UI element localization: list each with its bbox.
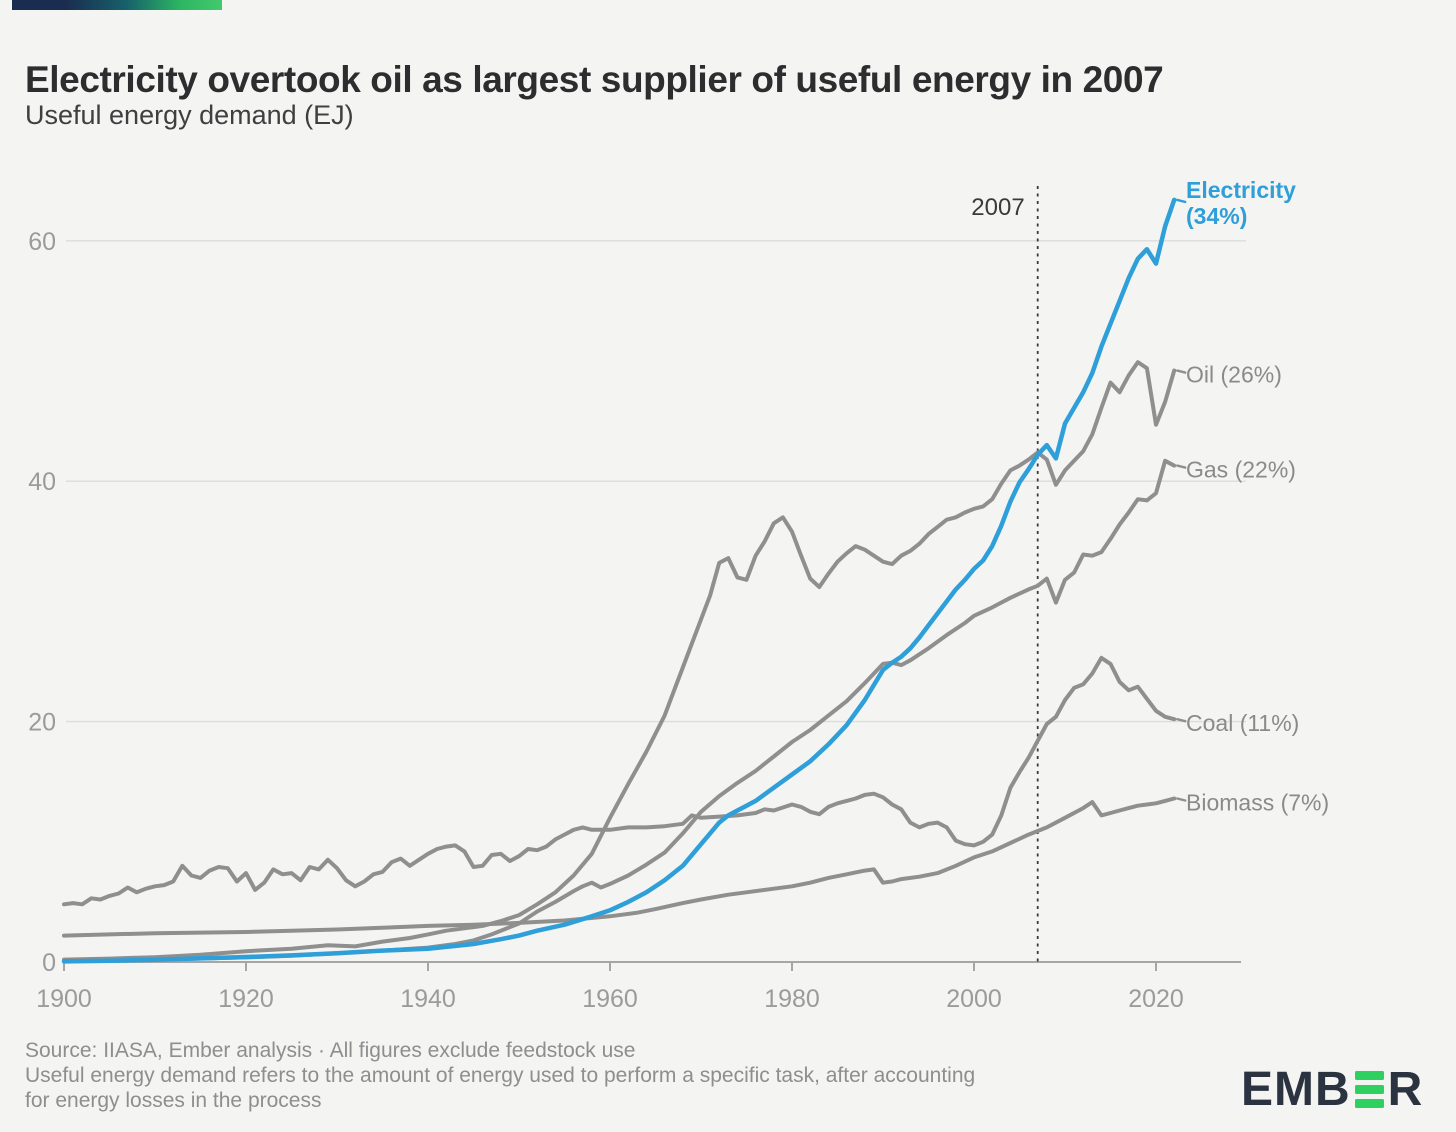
- series-label-gas: Gas (22%): [1186, 457, 1296, 483]
- series-label-connector-coal: [1175, 718, 1187, 723]
- ember-logo-text-right: R: [1387, 1063, 1424, 1116]
- x-tick-label-2000: 2000: [946, 985, 1002, 1013]
- series-label-connector-oil: [1175, 369, 1187, 374]
- ember-logo-text-left: EMB: [1241, 1063, 1351, 1116]
- y-tick-label-40: 40: [28, 468, 56, 496]
- series-line-coal: [62, 655, 1177, 907]
- x-tick-label-1960: 1960: [582, 985, 638, 1013]
- ember-logo-e-icon: [1354, 1069, 1384, 1111]
- series-label-connector-gas: [1175, 464, 1187, 469]
- series-line-gas: [62, 458, 1177, 963]
- series-label-biomass: Biomass (7%): [1186, 790, 1329, 816]
- series-label-oil: Oil (26%): [1186, 362, 1282, 388]
- x-tick-label-1900: 1900: [36, 985, 92, 1013]
- series-label-electricity-line1: Electricity: [1186, 177, 1296, 203]
- annotation-label: 2007: [971, 194, 1024, 221]
- source-note: Source: IIASA, Ember analysis · All figu…: [25, 1039, 636, 1062]
- series-line-electricity: [61, 197, 1177, 964]
- x-tick-label-1920: 1920: [218, 985, 274, 1013]
- series-label-connector-biomass: [1175, 797, 1187, 802]
- series-line-biomass: [62, 796, 1177, 938]
- brand-gradient-bar: [12, 0, 222, 10]
- chart-title: Electricity overtook oil as largest supp…: [25, 58, 1164, 100]
- footer-notes: Source: IIASA, Ember analysis · All figu…: [25, 1038, 1205, 1113]
- series-label-electricity-line2: (34%): [1186, 203, 1247, 229]
- y-tick-label-20: 20: [28, 709, 56, 737]
- y-tick-label-60: 60: [28, 228, 56, 256]
- x-tick-label-1980: 1980: [764, 985, 820, 1013]
- definition-note-line1: Useful energy demand refers to the amoun…: [25, 1064, 976, 1087]
- series-label-coal: Coal (11%): [1186, 710, 1299, 736]
- x-tick-label-2020: 2020: [1128, 985, 1184, 1013]
- ember-logo: EMB R: [1241, 1062, 1423, 1117]
- definition-note-line2: for energy losses in the process: [25, 1089, 322, 1112]
- x-tick-label-1940: 1940: [400, 985, 456, 1013]
- y-tick-label-0: 0: [42, 949, 56, 977]
- series-line-oil: [62, 360, 1177, 962]
- chart-subtitle: Useful energy demand (EJ): [25, 100, 354, 130]
- series-label-connector-electricity: [1175, 198, 1187, 204]
